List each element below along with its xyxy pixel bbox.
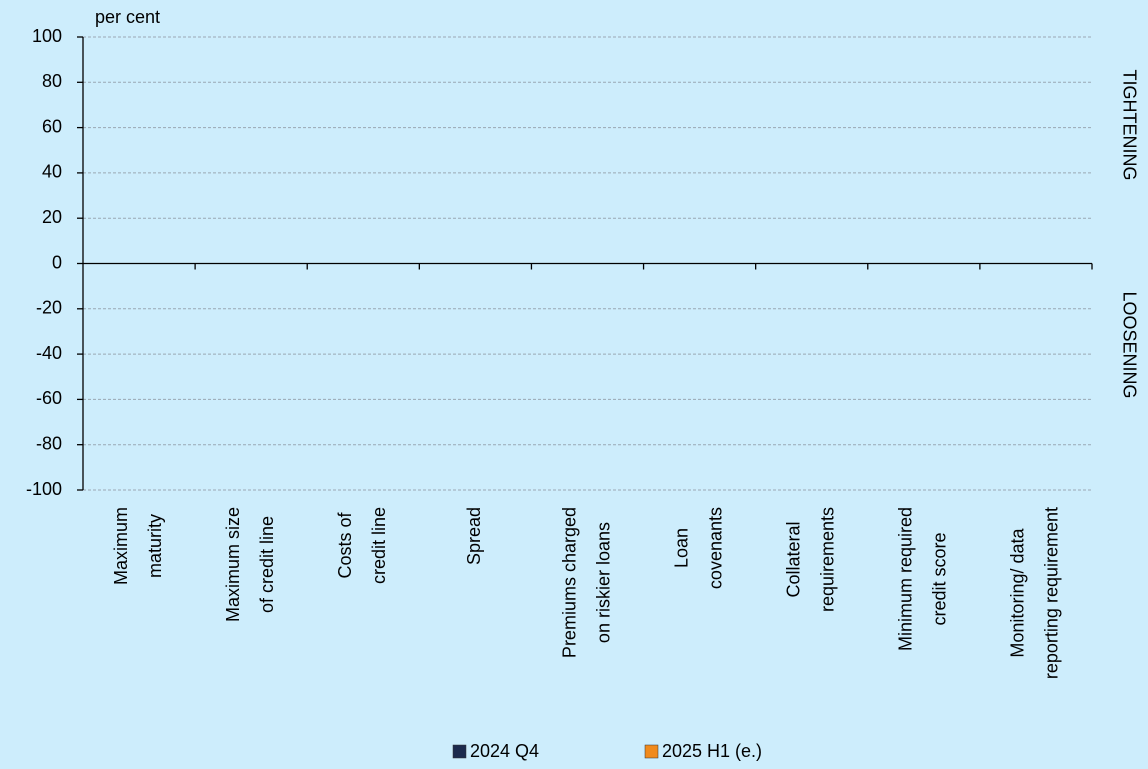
y-axis-label: per cent xyxy=(95,7,160,27)
y-tick-label: -60 xyxy=(36,388,62,408)
x-tick-label: Premiums charged xyxy=(559,507,579,658)
y-tick-label: -100 xyxy=(26,479,62,499)
x-tick-label: credit score xyxy=(930,533,950,626)
x-tick-label: Loan xyxy=(671,528,691,568)
x-tick-label: Collateral xyxy=(783,522,803,598)
legend-label: 2025 H1 (e.) xyxy=(662,741,762,761)
annotation: LOOSENING xyxy=(1119,291,1139,398)
y-tick-label: 100 xyxy=(32,26,62,46)
legend-swatch xyxy=(644,744,659,759)
legend-label: 2024 Q4 xyxy=(470,741,539,761)
x-tick-label: Monitoring/ data xyxy=(1008,528,1028,658)
x-tick-label: maturity xyxy=(145,514,165,578)
annotation: TIGHTENING xyxy=(1119,70,1139,181)
x-tick-label: covenants xyxy=(705,507,725,589)
y-tick-label: 0 xyxy=(52,252,62,272)
legend-swatch xyxy=(452,744,467,759)
y-tick-label: -80 xyxy=(36,433,62,453)
y-tick-label: 80 xyxy=(42,71,62,91)
x-tick-label: Spread xyxy=(464,507,484,565)
y-tick-label: -20 xyxy=(36,298,62,318)
y-tick-label: -40 xyxy=(36,343,62,363)
x-tick-label: of credit line xyxy=(257,516,277,613)
x-tick-label: Costs of xyxy=(335,512,355,579)
x-tick-label: on riskier loans xyxy=(593,522,613,643)
x-tick-label: Maximum xyxy=(111,507,131,585)
x-tick-label: reporting requirement xyxy=(1042,507,1062,679)
y-tick-label: 40 xyxy=(42,162,62,182)
y-tick-label: 20 xyxy=(42,207,62,227)
y-tick-label: 60 xyxy=(42,116,62,136)
x-tick-label: Minimum required xyxy=(896,507,916,651)
x-tick-label: credit line xyxy=(369,507,389,584)
x-tick-label: Maximum size xyxy=(223,507,243,622)
x-tick-label: requirements xyxy=(817,507,837,612)
